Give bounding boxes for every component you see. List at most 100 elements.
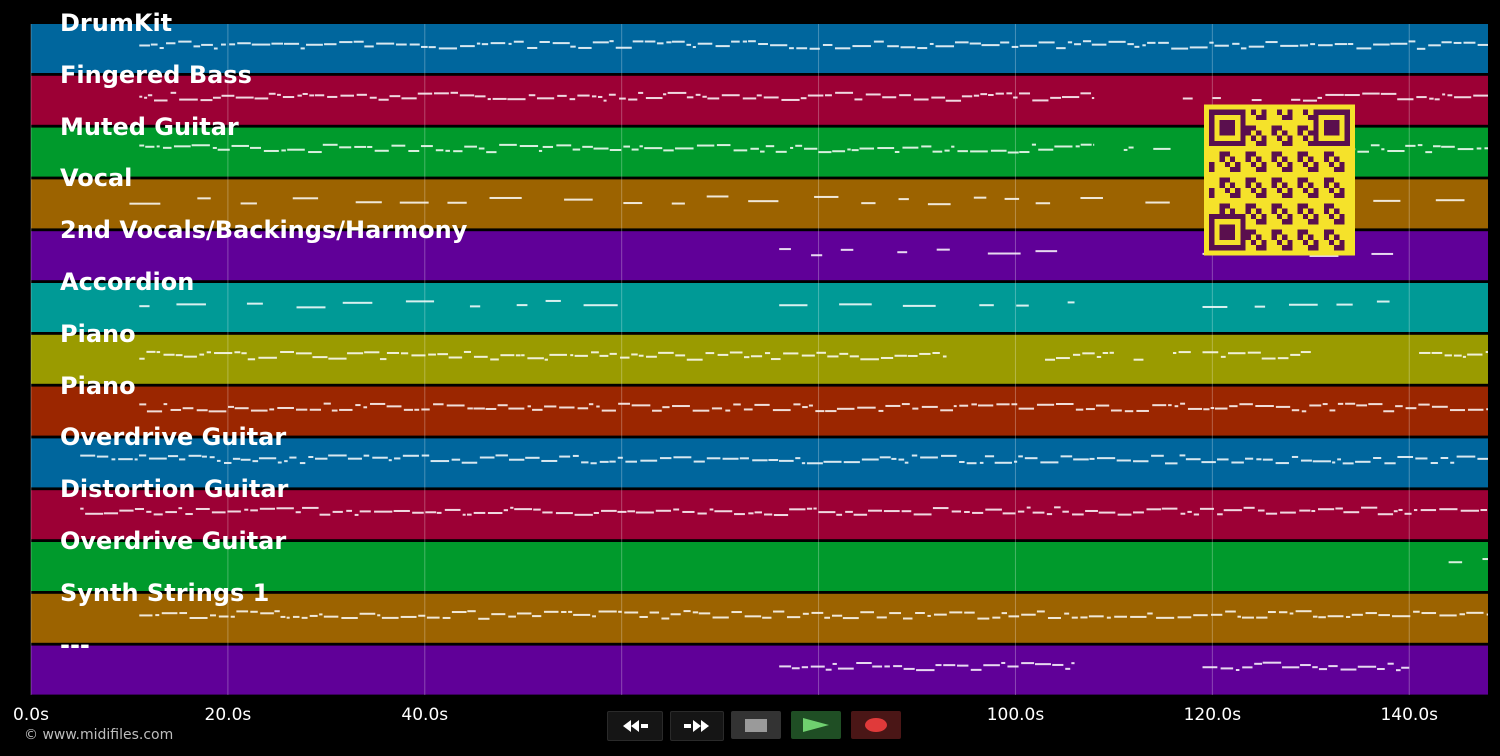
- note: [588, 403, 594, 406]
- note: [1117, 513, 1132, 516]
- note: [927, 614, 931, 617]
- note: [592, 41, 609, 44]
- note: [399, 201, 429, 204]
- note: [244, 508, 249, 511]
- note: [1312, 615, 1318, 618]
- record-button[interactable]: [851, 711, 901, 739]
- note: [517, 612, 532, 615]
- note: [683, 610, 691, 613]
- note: [478, 617, 490, 620]
- note: [810, 665, 825, 668]
- note: [581, 461, 589, 464]
- note: [1016, 304, 1029, 307]
- note: [597, 95, 603, 98]
- note: [894, 150, 900, 153]
- note: [695, 93, 701, 96]
- note: [891, 457, 897, 460]
- note: [467, 407, 473, 410]
- note: [609, 352, 617, 355]
- note: [206, 351, 211, 354]
- stop-button[interactable]: [731, 711, 781, 739]
- track-title: ---: [60, 630, 90, 659]
- note: [1482, 558, 1488, 561]
- note: [145, 145, 155, 148]
- note: [1345, 615, 1351, 618]
- note: [1209, 41, 1214, 44]
- note: [139, 305, 150, 308]
- note: [940, 409, 954, 412]
- note: [916, 669, 935, 672]
- note: [328, 357, 347, 360]
- note: [166, 42, 176, 45]
- note: [211, 511, 226, 514]
- note: [250, 610, 258, 613]
- note: [1405, 144, 1416, 147]
- note: [639, 615, 648, 618]
- note: [1035, 202, 1051, 205]
- note: [372, 456, 388, 459]
- note: [543, 610, 559, 613]
- note: [463, 350, 471, 353]
- note: [1381, 148, 1385, 151]
- note: [232, 457, 241, 460]
- note: [1202, 666, 1218, 669]
- note: [1356, 47, 1372, 50]
- note: [789, 47, 794, 50]
- play-icon: [803, 718, 829, 732]
- note: [929, 42, 934, 45]
- play-button[interactable]: [791, 711, 841, 739]
- note: [754, 511, 762, 514]
- note: [302, 92, 308, 95]
- note: [1337, 402, 1344, 405]
- fast-forward-button[interactable]: [670, 711, 724, 741]
- note: [437, 353, 448, 356]
- note: [507, 98, 526, 101]
- note: [814, 195, 839, 198]
- note: [1214, 407, 1228, 410]
- note: [287, 148, 305, 151]
- note: [1463, 41, 1476, 44]
- rewind-button[interactable]: [607, 711, 663, 741]
- note: [601, 509, 617, 512]
- note: [301, 616, 308, 619]
- note: [1440, 457, 1449, 460]
- note: [1371, 252, 1394, 255]
- note: [921, 405, 938, 408]
- note: [977, 617, 990, 620]
- note: [1072, 353, 1081, 356]
- note: [1036, 610, 1045, 613]
- note: [825, 94, 832, 97]
- track-lane: [31, 438, 1488, 488]
- note: [414, 408, 420, 411]
- note: [230, 615, 235, 618]
- note: [573, 613, 591, 616]
- note: [282, 96, 295, 99]
- note: [185, 513, 193, 516]
- note: [847, 148, 851, 151]
- note: [1280, 511, 1296, 514]
- note: [528, 94, 536, 97]
- note: [1243, 506, 1255, 509]
- note: [1290, 353, 1301, 356]
- note: [212, 96, 221, 99]
- note: [1365, 612, 1377, 615]
- note: [971, 403, 977, 406]
- note: [544, 405, 557, 408]
- note: [1462, 355, 1466, 358]
- note: [231, 144, 249, 147]
- note: [623, 202, 643, 205]
- note: [259, 507, 275, 510]
- note: [601, 409, 616, 412]
- note: [296, 306, 326, 309]
- note: [635, 511, 654, 514]
- note: [765, 145, 775, 148]
- note: [959, 404, 969, 407]
- note: [339, 408, 353, 411]
- note: [990, 149, 1007, 152]
- note: [983, 664, 1000, 667]
- note: [598, 610, 617, 613]
- note: [1153, 147, 1171, 150]
- note: [197, 197, 211, 200]
- note: [1312, 460, 1331, 463]
- note: [578, 46, 592, 49]
